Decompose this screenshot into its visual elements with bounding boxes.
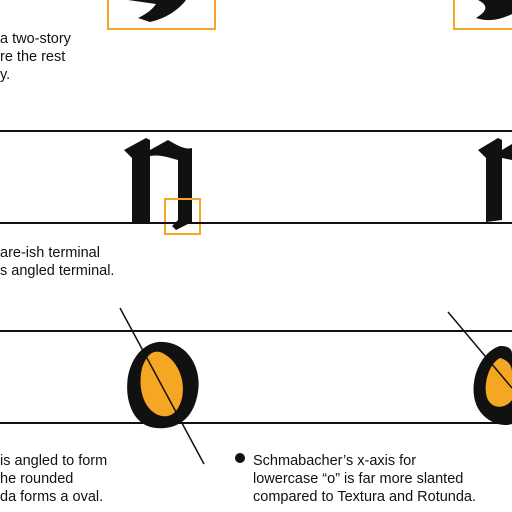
highlight-box-top-right [453,0,512,30]
glyph-n-left [124,138,192,230]
glyph-o-left [127,341,199,429]
bottom-right-caption-line-2: lowercase “o” is far more slanted [253,471,464,487]
axis-line-right [447,311,512,389]
bottom-left-caption-line-2: he rounded [0,471,74,487]
middle-caption-line-2: s angled terminal. [0,263,115,279]
guide-line-3 [0,330,512,332]
glyph-fragment-top-right [476,0,512,21]
bottom-left-caption-line-3: da forms a oval. [0,489,104,505]
bottom-left-caption-line-1: is angled to form [0,453,108,469]
guide-line-4 [0,422,512,424]
highlight-box-top-left [107,0,216,30]
guide-line-2 [0,222,512,224]
top-caption-line-3: y. [0,67,11,83]
top-caption-line-2: re the rest [0,49,66,65]
glyph-fragment-top-left [128,0,186,22]
glyph-o-right [473,346,512,426]
bullet-dot [235,453,245,463]
middle-caption-line-1: are-ish terminal [0,245,100,261]
bottom-right-caption-line-1: Schmabacher’s x-axis for [253,453,417,469]
top-caption-line-1: a two-story [0,31,71,47]
terminal-highlight-box [164,198,201,235]
bottom-right-caption-line-3: compared to Textura and Rotunda. [253,489,477,505]
axis-line-left [119,307,205,465]
guide-line-1 [0,130,512,132]
glyph-n-right [478,138,512,222]
